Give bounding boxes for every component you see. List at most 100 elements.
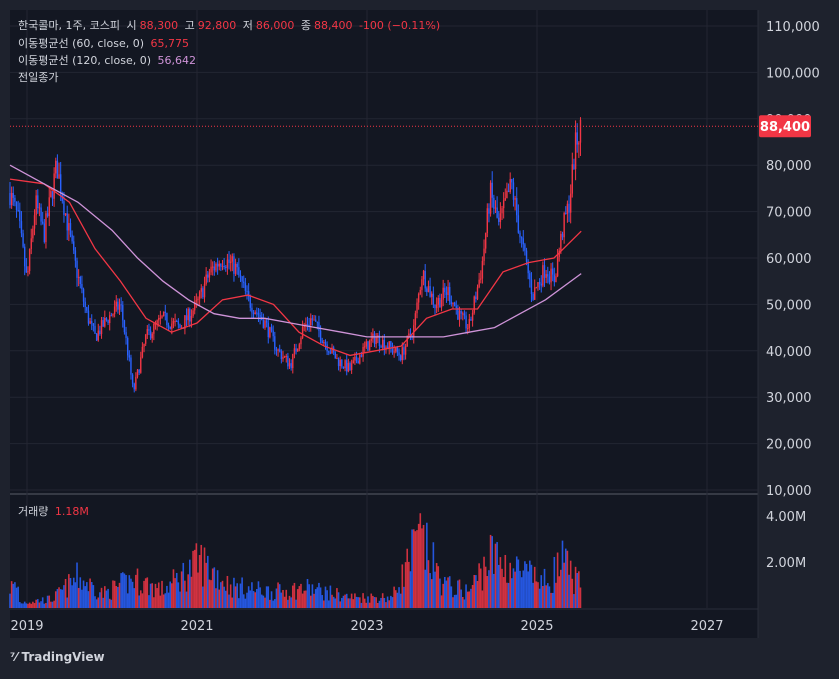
volume-bar [112, 580, 114, 608]
candle-body [12, 192, 14, 198]
candle-body [45, 213, 47, 242]
volume-bar [113, 580, 116, 608]
candle-body [388, 341, 390, 349]
candle-body [269, 327, 271, 338]
volume-bar [394, 590, 397, 608]
candle-body [478, 279, 480, 288]
candle-body [64, 213, 67, 215]
volume-bar [574, 566, 577, 608]
candle-body [403, 347, 405, 355]
volume-bar [172, 569, 175, 608]
candle-body [328, 351, 330, 353]
candle-body [313, 319, 315, 321]
volume-bar [551, 592, 554, 608]
volume-bar [121, 572, 124, 608]
candle-body [59, 174, 62, 195]
volume-bar [363, 598, 366, 608]
candle-body [71, 234, 73, 242]
candle-body [247, 291, 250, 297]
volume-bar [151, 583, 154, 608]
candle-body [393, 351, 395, 353]
tradingview-logo[interactable]: ⁷⁄ TradingView [10, 650, 105, 664]
candle-body [56, 160, 59, 179]
candle-body [113, 306, 116, 314]
candle-body [118, 304, 121, 310]
ma120-legend[interactable]: 이동평균선 (120, close, 0) 56,642 [18, 53, 199, 68]
volume-bar [311, 584, 314, 608]
volume-bar [296, 589, 299, 608]
ma60-legend[interactable]: 이동평균선 (60, close, 0) 65,775 [18, 36, 192, 51]
candle-body [267, 322, 269, 338]
volume-bar [275, 588, 278, 608]
candle-body [311, 318, 314, 320]
volume-bar [167, 592, 170, 608]
candle-body [524, 244, 526, 251]
candle-body [74, 250, 77, 261]
candle-body [20, 221, 23, 234]
price-tick-label: 80,000 [766, 159, 812, 174]
candle-body [468, 319, 471, 329]
volume-bar [272, 600, 274, 608]
volume-bar [308, 584, 310, 608]
candle-body [100, 320, 103, 335]
volume-bar [515, 556, 518, 608]
volume-bar [100, 587, 103, 608]
volume-bar [362, 593, 364, 608]
candle-body [350, 363, 353, 370]
volume-bar [326, 590, 328, 608]
volume-bar [463, 599, 466, 608]
volume-bar [354, 593, 356, 608]
volume-bar [81, 589, 83, 608]
volume-bar [365, 602, 368, 608]
candle-body [19, 210, 21, 222]
last-price-label: 88,400 [760, 120, 810, 135]
volume-bar [548, 586, 551, 608]
volume-bar [447, 577, 449, 608]
candle-body [210, 266, 212, 273]
candle-body [14, 197, 16, 202]
volume-bar [84, 586, 86, 608]
volume-bar [192, 550, 194, 608]
candle-body [131, 374, 134, 384]
prev-close-legend[interactable]: 전일종가 [18, 70, 61, 85]
candle-body [514, 198, 516, 200]
candle-body [94, 325, 96, 334]
candle-body [516, 198, 518, 216]
candle-body [367, 341, 369, 351]
candle-body [274, 336, 276, 350]
candle-body [179, 324, 181, 328]
candle-body [194, 301, 196, 311]
time-tick-label: 2019 [10, 619, 43, 634]
volume-bar [251, 582, 253, 608]
candle-body [177, 321, 180, 325]
volume-bar [468, 591, 471, 608]
candle-body [517, 215, 520, 233]
candle-body [331, 347, 333, 353]
candle-body [512, 182, 515, 200]
candle-body [486, 208, 489, 234]
candle-body [530, 279, 533, 294]
candle-body [352, 360, 354, 364]
volume-bar [478, 563, 480, 608]
volume-bar [399, 593, 402, 608]
volume-bar [437, 566, 440, 608]
candle-body [107, 320, 109, 324]
volume-bar [53, 600, 55, 608]
volume-bar [117, 586, 119, 608]
candle-body [401, 347, 404, 361]
candle-body [27, 270, 29, 273]
volume-bar [28, 602, 31, 608]
volume-bar [50, 601, 52, 608]
volume-bar [390, 595, 392, 608]
volume-bar [269, 599, 271, 608]
volume-legend[interactable]: 거래량 1.18M [18, 504, 92, 519]
candle-body [362, 346, 364, 357]
candle-body [336, 358, 338, 360]
candle-body [169, 326, 171, 329]
volume-bar [288, 595, 291, 608]
candle-body [466, 328, 469, 330]
volume-bar [511, 578, 513, 608]
